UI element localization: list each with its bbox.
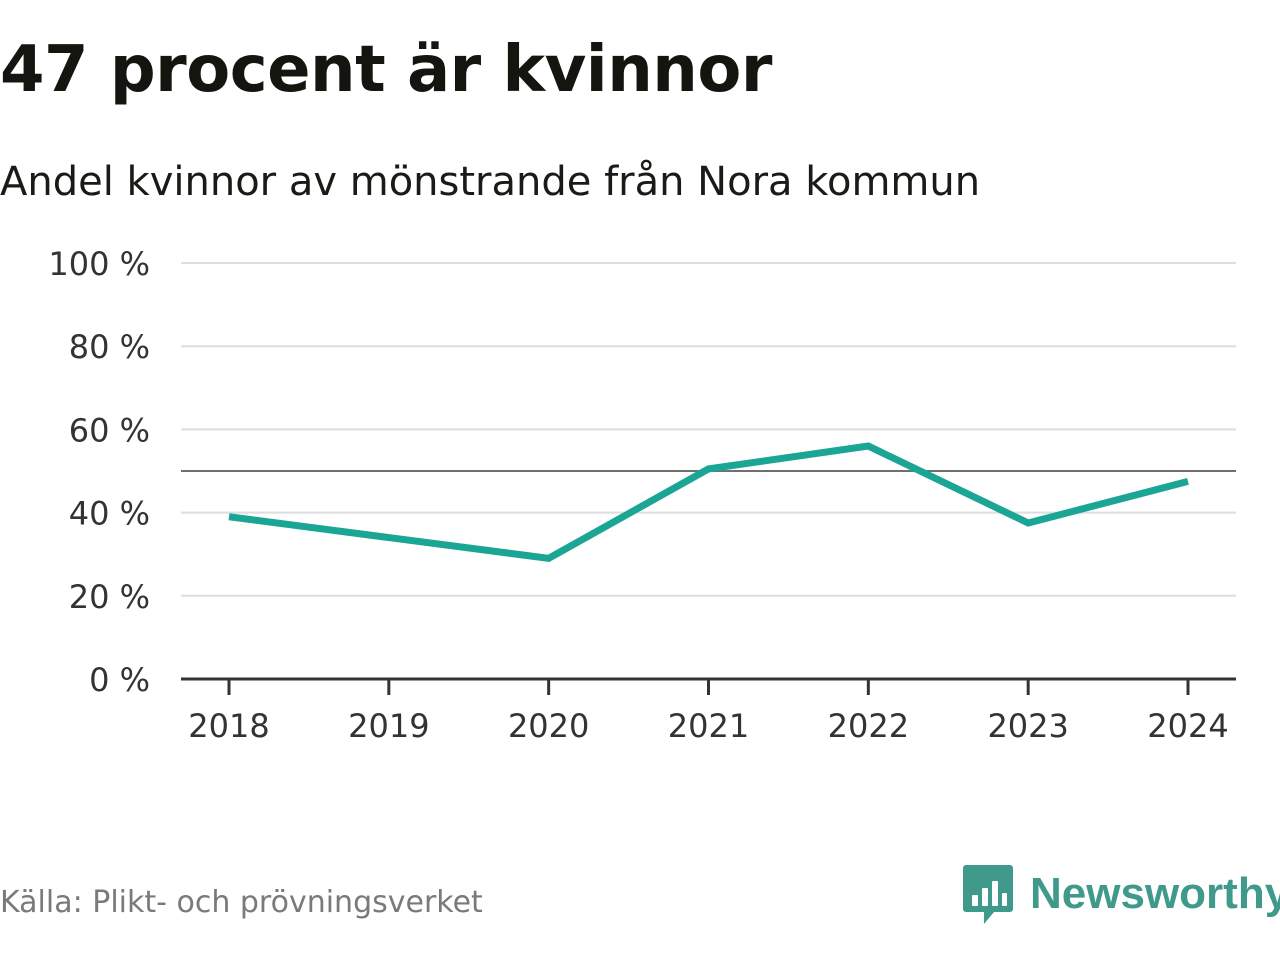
y-tick-label: 0 %	[89, 661, 150, 699]
chart-title: 47 procent är kvinnor	[0, 33, 772, 107]
x-axis-labels: 2018 2019 2020 2021 2022 2023 2024	[188, 707, 1228, 745]
chart-subtitle: Andel kvinnor av mönstrande från Nora ko…	[0, 159, 981, 205]
x-tick-label: 2021	[668, 707, 749, 745]
y-tick-label: 80 %	[69, 328, 150, 366]
x-axis	[181, 677, 1236, 695]
x-tick-label: 2022	[828, 707, 909, 745]
y-tick-label: 20 %	[69, 578, 150, 616]
y-tick-label: 100 %	[48, 245, 150, 283]
x-tick-label: 2019	[348, 707, 429, 745]
y-tick-label: 60 %	[69, 411, 150, 449]
grid-lines	[181, 262, 1236, 597]
brand-name: Newsworthy	[1030, 869, 1280, 918]
bar-chart-speech-bubble-icon	[963, 865, 1013, 924]
x-tick-label: 2020	[508, 707, 589, 745]
series-layer	[228, 442, 1189, 562]
series-line	[228, 442, 1189, 562]
x-tick-label: 2024	[1147, 707, 1228, 745]
y-axis-labels: 0 % 20 % 40 % 60 % 80 % 100 %	[48, 245, 150, 699]
source-note: Källa: Plikt- och prövningsverket	[0, 885, 483, 920]
x-tick-label: 2018	[188, 707, 269, 745]
x-tick-label: 2023	[987, 707, 1068, 745]
brand-logo: Newsworthy	[962, 862, 1280, 926]
y-tick-label: 40 %	[69, 495, 150, 533]
